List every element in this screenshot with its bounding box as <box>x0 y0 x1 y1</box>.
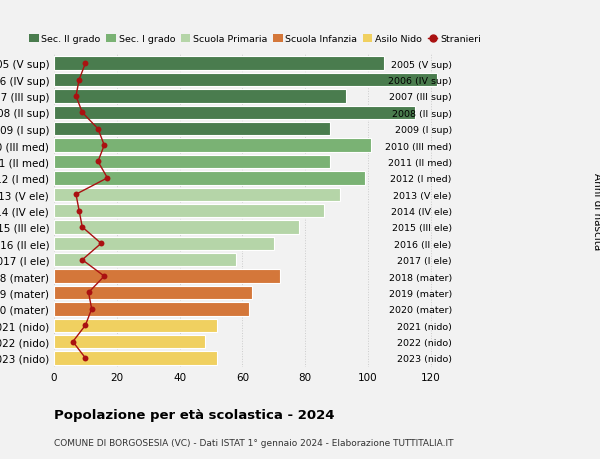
Point <box>77 224 87 231</box>
Bar <box>54 74 437 87</box>
Point <box>103 175 112 182</box>
Bar <box>54 335 205 348</box>
Bar <box>54 352 217 365</box>
Point <box>84 289 94 297</box>
Bar <box>54 139 371 152</box>
Bar <box>54 156 331 169</box>
Legend: Sec. II grado, Sec. I grado, Scuola Primaria, Scuola Infanzia, Asilo Nido, Stran: Sec. II grado, Sec. I grado, Scuola Prim… <box>29 35 481 44</box>
Text: Popolazione per età scolastica - 2024: Popolazione per età scolastica - 2024 <box>54 409 335 421</box>
Point <box>74 77 84 84</box>
Bar <box>54 106 415 120</box>
Bar <box>54 123 331 136</box>
Bar <box>54 172 365 185</box>
Point <box>93 126 103 133</box>
Point <box>71 191 81 198</box>
Bar <box>54 57 384 71</box>
Point <box>100 273 109 280</box>
Point <box>80 322 90 329</box>
Bar <box>54 90 346 103</box>
Bar <box>54 253 236 267</box>
Point <box>97 240 106 247</box>
Point <box>100 142 109 150</box>
Text: COMUNE DI BORGOSESIA (VC) - Dati ISTAT 1° gennaio 2024 - Elaborazione TUTTITALIA: COMUNE DI BORGOSESIA (VC) - Dati ISTAT 1… <box>54 438 454 448</box>
Point <box>87 306 97 313</box>
Text: Anni di nascita: Anni di nascita <box>592 173 600 250</box>
Point <box>74 207 84 215</box>
Bar <box>54 286 252 300</box>
Point <box>80 61 90 68</box>
Point <box>68 338 77 346</box>
Point <box>80 354 90 362</box>
Point <box>93 158 103 166</box>
Bar <box>54 302 249 316</box>
Bar <box>54 204 324 218</box>
Point <box>77 109 87 117</box>
Point <box>77 257 87 264</box>
Bar <box>54 221 299 234</box>
Bar <box>54 319 217 332</box>
Point <box>71 93 81 101</box>
Bar <box>54 270 280 283</box>
Bar <box>54 237 274 251</box>
Bar <box>54 188 340 202</box>
